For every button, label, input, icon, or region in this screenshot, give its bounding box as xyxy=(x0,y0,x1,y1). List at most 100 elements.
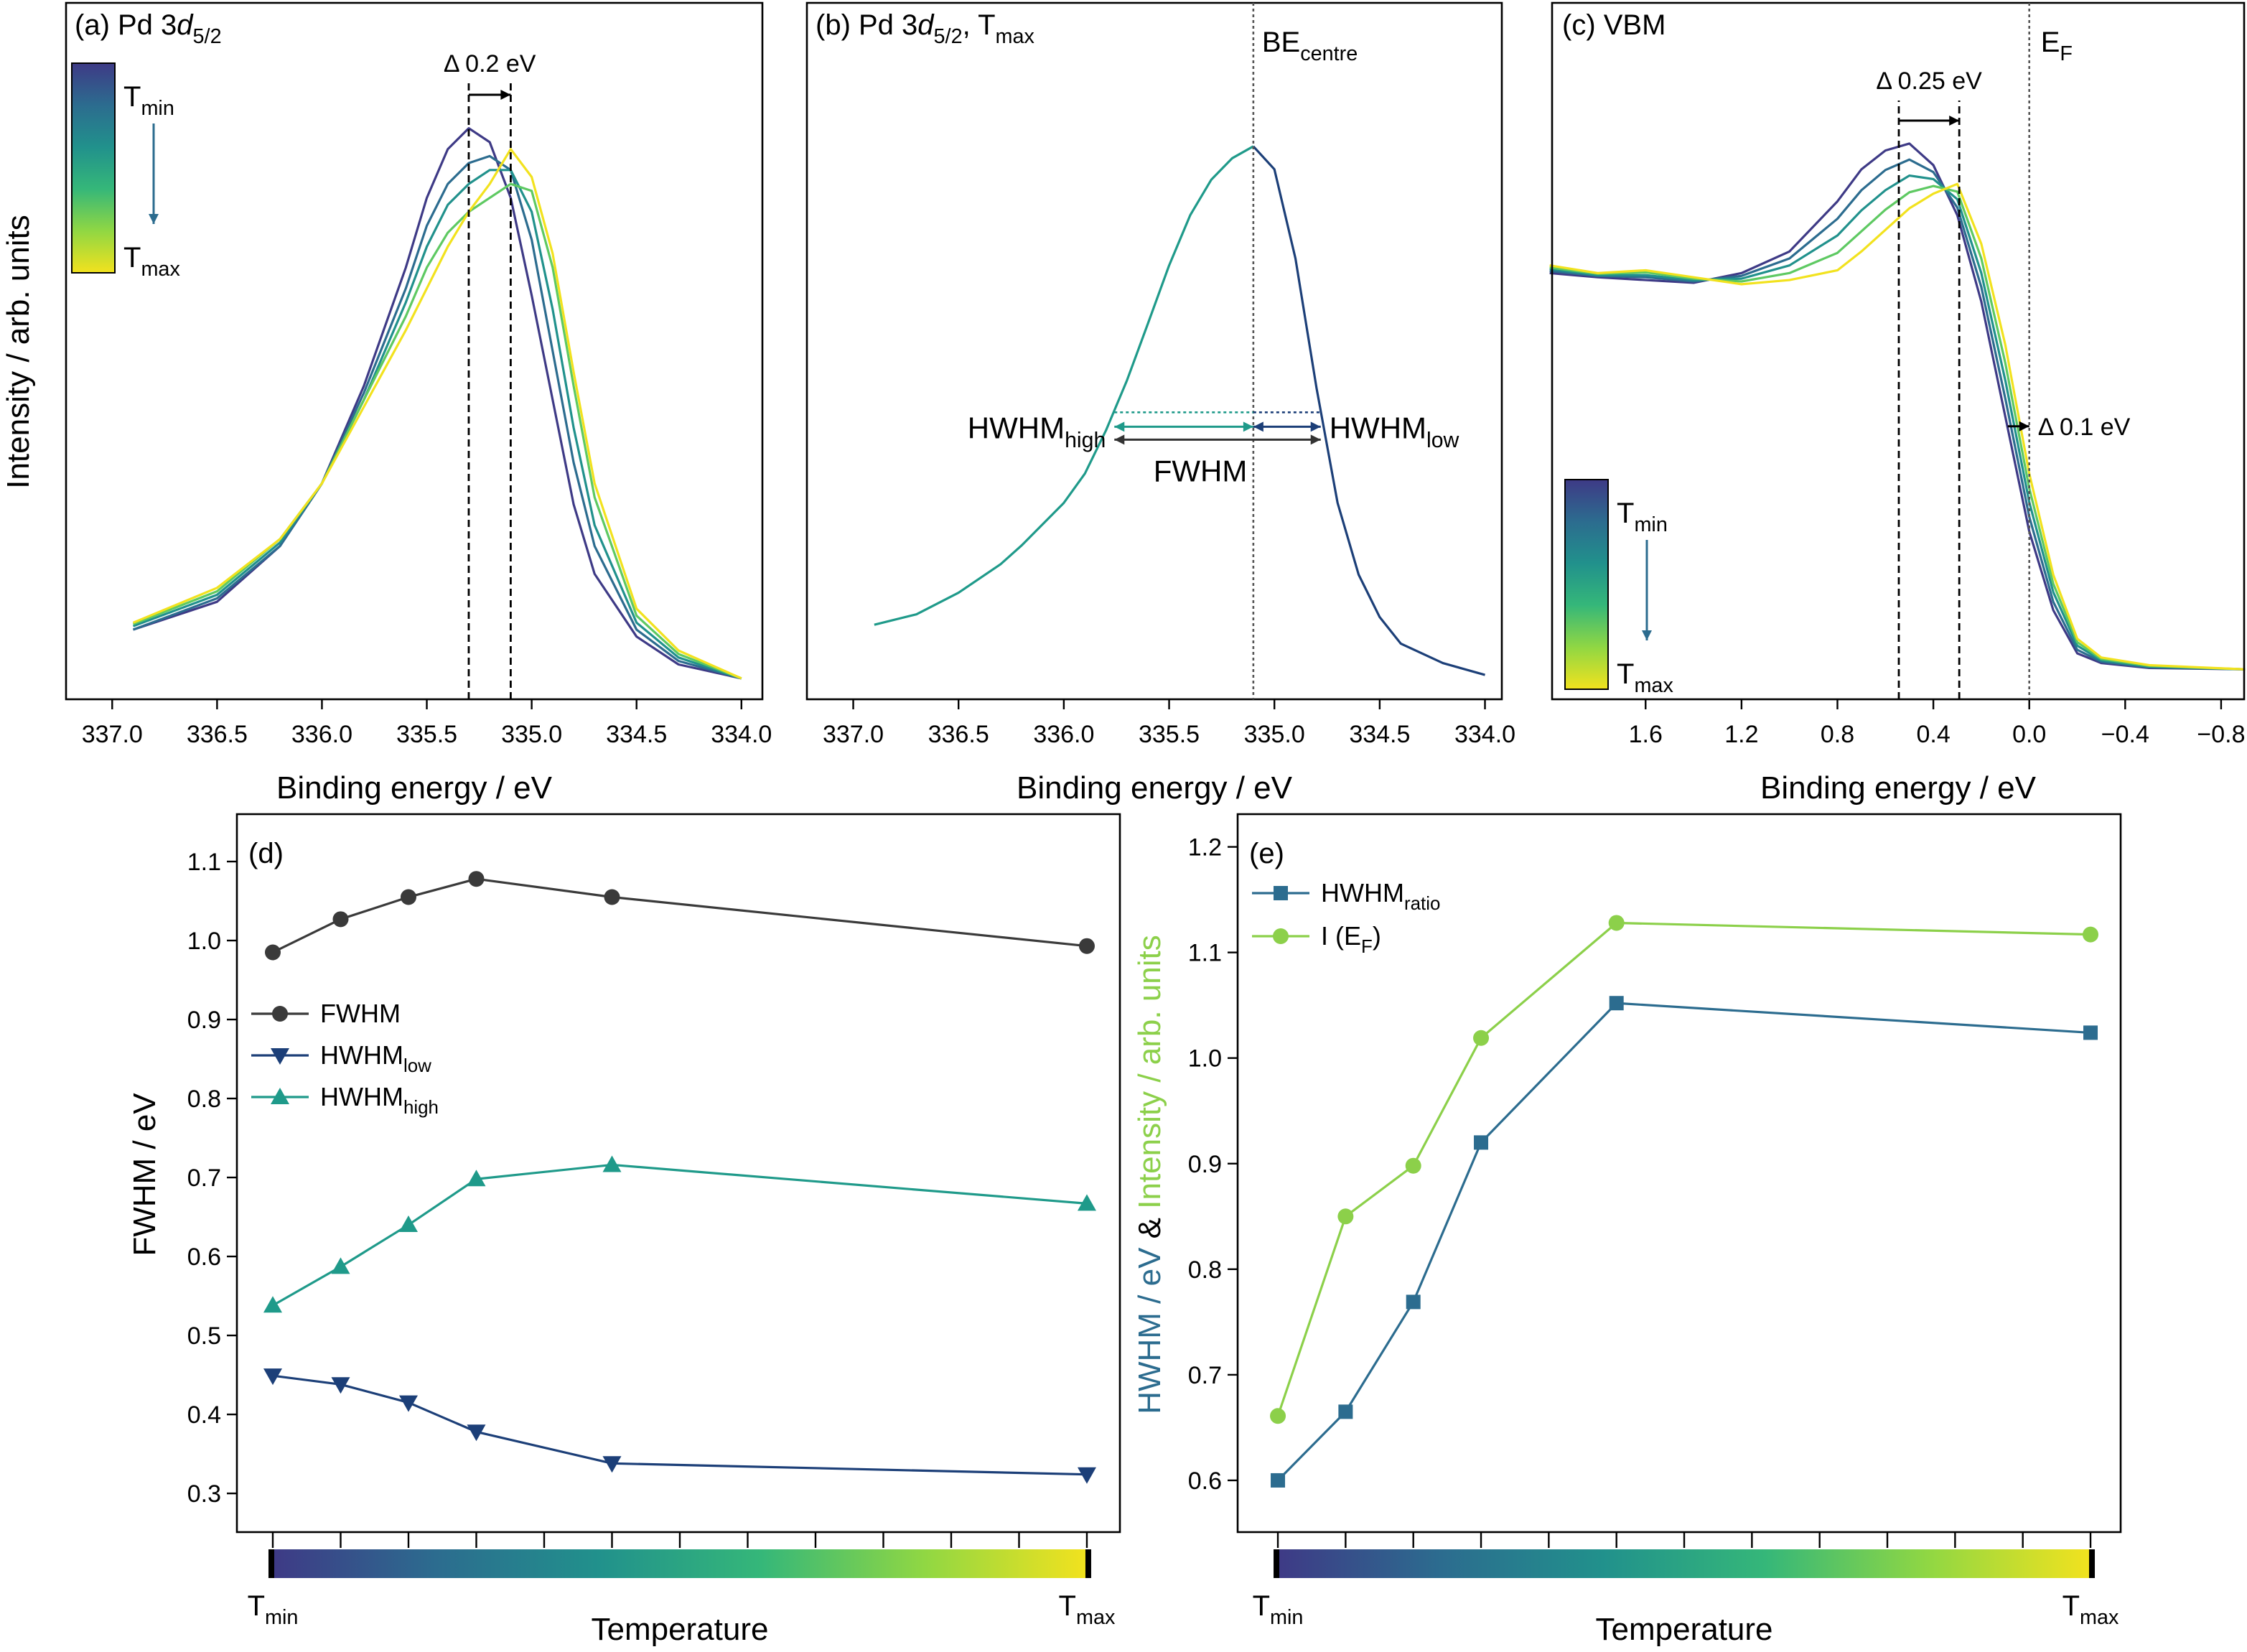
colorbar-label-part: T xyxy=(123,81,141,113)
hwhm-low-arrow-head xyxy=(1310,421,1321,432)
y-tick-label: 0.9 xyxy=(1188,1151,1222,1178)
series-line xyxy=(1276,1002,2091,1482)
hwhm-high-label: HWHMhigh xyxy=(968,411,1106,452)
marker xyxy=(602,1155,622,1172)
hwhm-low-label-part: HWHM xyxy=(1330,411,1426,444)
x-axis-label: Temperature xyxy=(591,1612,768,1647)
fwhm-arrow-head xyxy=(1114,434,1125,445)
marker xyxy=(263,1368,282,1386)
colorbar-label-part: min xyxy=(141,97,174,120)
panel-title-part: 5/2 xyxy=(193,25,222,48)
x-tick-label: 334.0 xyxy=(1454,721,1515,748)
marker xyxy=(2083,1025,2098,1040)
colorbar-label-part: T xyxy=(1253,1590,1270,1622)
series-line xyxy=(132,154,742,680)
y-tick-label: 0.7 xyxy=(187,1165,221,1192)
fermi-label: EF xyxy=(2041,27,2073,65)
colorbar-label-part: max xyxy=(1634,674,1673,697)
marker xyxy=(332,911,349,928)
legend-label-part: ratio xyxy=(1404,894,1440,914)
colorbar xyxy=(1278,1549,2091,1578)
marker xyxy=(398,1215,418,1233)
marker xyxy=(398,1395,418,1412)
colorbar-label-part: T xyxy=(1059,1590,1076,1622)
series-line xyxy=(1549,142,2246,671)
panel-title-part: max xyxy=(996,25,1035,48)
plot-frame xyxy=(1236,813,2122,1534)
y-tick-label: 0.7 xyxy=(1188,1362,1222,1389)
colorbar-label: Tmax xyxy=(2063,1590,2119,1629)
colorbar-label-part: T xyxy=(2063,1590,2080,1622)
y-axis-label-part: HWHM / eV xyxy=(1132,1247,1167,1414)
plot-frame xyxy=(65,1,764,701)
marker xyxy=(1338,1404,1353,1419)
colorbar xyxy=(1564,479,1609,690)
series-line xyxy=(132,127,742,680)
marker xyxy=(1271,1473,1286,1488)
colorbar-label: Tmax xyxy=(1059,1590,1116,1629)
colorbar-cap xyxy=(1085,1549,1091,1578)
marker xyxy=(263,1296,282,1313)
legend-label: HWHMhigh xyxy=(320,1082,439,1118)
y-tick-label: 0.6 xyxy=(187,1243,221,1271)
panel-title-part: , T xyxy=(963,9,996,41)
marker xyxy=(1078,938,1095,954)
legend-label-part: F xyxy=(1361,937,1373,957)
colorbar-label-part: max xyxy=(141,258,180,281)
colorbar-label: Tmin xyxy=(248,1590,299,1629)
colorbar-label-part: T xyxy=(248,1590,265,1622)
shift-label: Δ 0.2 eV xyxy=(444,50,536,78)
panel-title: (a) Pd 3d5/2 xyxy=(75,9,222,48)
colorbar-cap xyxy=(1274,1549,1280,1578)
y-tick-label: 0.4 xyxy=(187,1401,221,1429)
x-tick-label: 335.5 xyxy=(1139,721,1200,748)
series-line xyxy=(132,169,742,680)
fwhm-arrow-head xyxy=(1310,434,1321,445)
colorbar-label-part: min xyxy=(1634,513,1667,536)
x-axis-label: Temperature xyxy=(1596,1612,1773,1647)
x-tick-label: 335.0 xyxy=(1244,721,1305,748)
marker xyxy=(2083,926,2099,943)
panel-title: (e) xyxy=(1249,838,1284,869)
panel-title-part: 5/2 xyxy=(934,25,963,48)
x-tick-label: 337.0 xyxy=(82,721,143,748)
marker xyxy=(271,1048,289,1065)
series-line xyxy=(272,1163,1088,1307)
x-tick-label: 1.6 xyxy=(1629,721,1663,748)
legend-label: HWHMlow xyxy=(320,1040,431,1076)
x-tick-label: 336.0 xyxy=(1033,721,1094,748)
colorbar-label-part: min xyxy=(265,1606,298,1629)
colorbar-cap xyxy=(2089,1549,2096,1578)
marker xyxy=(1077,1194,1096,1211)
marker xyxy=(1405,1157,1421,1174)
x-tick-label: 334.0 xyxy=(711,721,772,748)
panel-title-part: (a) Pd 3 xyxy=(75,9,177,41)
marker xyxy=(400,889,416,905)
panel-title-part: (b) Pd 3 xyxy=(816,9,917,41)
shift-arrow-head xyxy=(2019,421,2029,431)
y-tick-label: 1.0 xyxy=(1188,1045,1222,1073)
legend-label-part: HWHM xyxy=(320,1040,403,1070)
series-line xyxy=(1276,921,2091,1417)
hwhm-low-label: HWHMlow xyxy=(1330,411,1459,452)
x-tick-label: 336.5 xyxy=(187,721,248,748)
hwhm-high-label-part: HWHM xyxy=(968,411,1065,444)
colorbar-arrow-head xyxy=(149,214,159,224)
marker xyxy=(1609,996,1624,1011)
marker xyxy=(1406,1294,1421,1310)
y-axis-label: HWHM / eV & Intensity / arb. units xyxy=(1132,935,1167,1414)
y-tick-label: 0.8 xyxy=(187,1086,221,1113)
x-tick-label: 337.0 xyxy=(823,721,884,748)
y-axis-label-part: Intensity / arb. units xyxy=(1132,935,1167,1209)
x-axis-label: Binding energy / eV xyxy=(1760,770,2037,806)
plot-frame xyxy=(235,813,1121,1534)
marker xyxy=(331,1377,350,1394)
y-tick-label: 0.8 xyxy=(1188,1256,1222,1284)
legend-label: I (EF) xyxy=(1321,921,1381,957)
fwhm-label: FWHM xyxy=(1154,454,1248,487)
x-tick-label: −0.8 xyxy=(2197,721,2245,748)
fermi-label-part: F xyxy=(2060,42,2073,65)
legend-label-part: high xyxy=(403,1098,439,1118)
